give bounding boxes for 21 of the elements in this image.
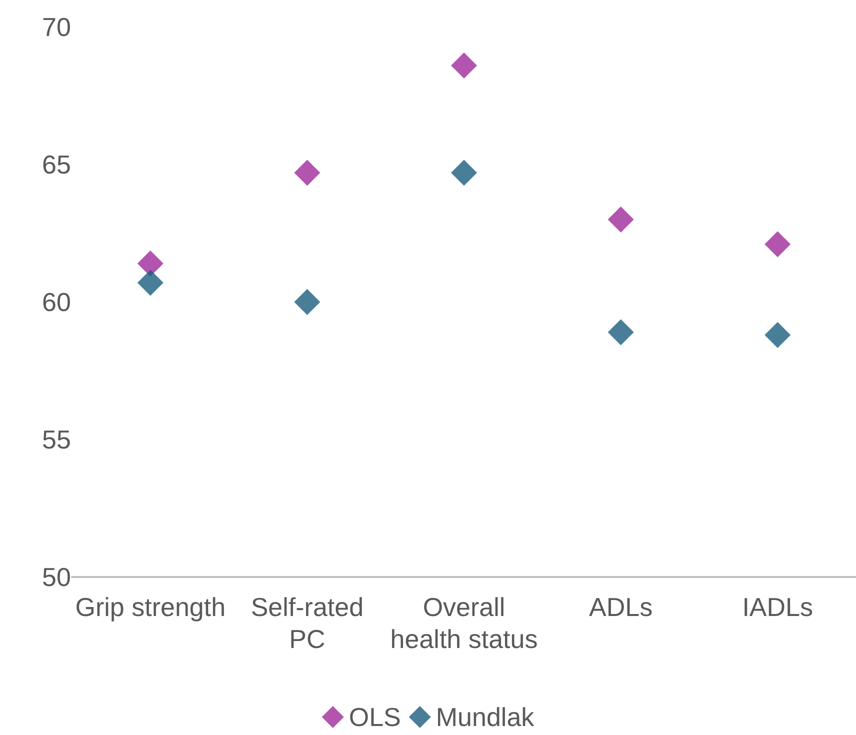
point	[451, 160, 477, 186]
point	[764, 231, 791, 258]
y-tick-label: 60	[42, 287, 71, 317]
x-tick-label: IADLs	[742, 592, 814, 622]
point	[608, 206, 634, 232]
y-tick-label: 55	[42, 424, 71, 454]
y-tick-label: 65	[42, 150, 71, 180]
y-tick-label: 50	[42, 562, 71, 592]
point	[764, 322, 791, 348]
x-tick-label: Overall health status	[390, 592, 538, 654]
point	[137, 270, 164, 296]
x-tick-label: Self-rated PC	[250, 592, 364, 654]
legend-label: Mundlak	[436, 702, 536, 732]
x-tick-label: Grip strength	[75, 592, 226, 622]
point	[294, 289, 320, 315]
y-tick-label: 70	[42, 12, 71, 42]
point	[294, 160, 320, 186]
point	[451, 52, 477, 78]
legend-label: OLS	[348, 702, 401, 732]
x-tick-label: ADLs	[589, 592, 653, 622]
point	[608, 319, 634, 346]
